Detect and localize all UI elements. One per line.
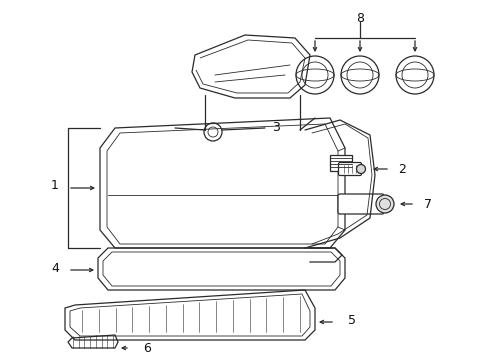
FancyBboxPatch shape: [337, 194, 383, 214]
Text: 1: 1: [51, 179, 59, 192]
Text: 7: 7: [423, 198, 431, 211]
Ellipse shape: [356, 165, 365, 174]
Text: 5: 5: [347, 314, 355, 327]
Text: 4: 4: [51, 261, 59, 274]
Text: 3: 3: [271, 121, 279, 134]
Text: 6: 6: [142, 342, 151, 355]
Text: 2: 2: [397, 162, 405, 176]
Ellipse shape: [375, 195, 393, 213]
Bar: [329, 155, 351, 171]
FancyBboxPatch shape: [338, 162, 361, 176]
Text: 8: 8: [355, 12, 363, 24]
